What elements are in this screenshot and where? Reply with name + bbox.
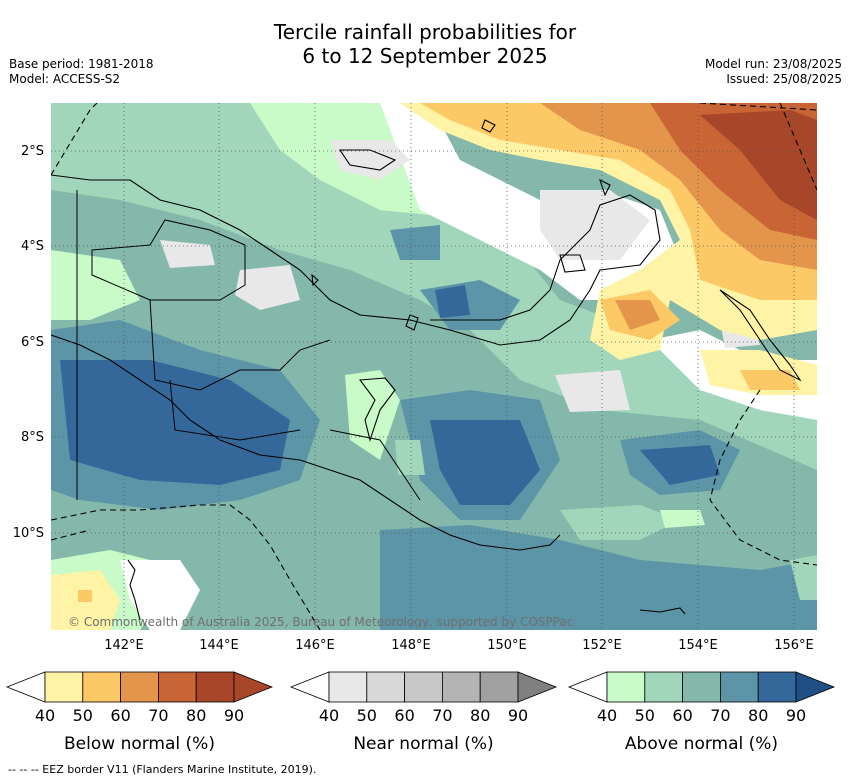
lon-label: 152°E — [582, 638, 622, 653]
colorbar-swatch — [195, 671, 235, 703]
colorbar-tick-label: 50 — [635, 706, 655, 725]
colorbar-swatch — [44, 671, 84, 703]
colorbar-tick-label: 70 — [710, 706, 730, 725]
eez-footnote: -- -- -- EEZ border V11 (Flanders Marine… — [8, 763, 317, 776]
map-title: Tercile rainfall probabilities for 6 to … — [0, 20, 850, 68]
colorbar-swatch — [82, 671, 122, 703]
colorbar-swatch — [682, 671, 721, 703]
colorbar-swatch — [328, 671, 368, 703]
colorbar-2: 40 50 60 70 80 90 Above normal (%) — [567, 671, 836, 754]
colorbar-tick-label: 90 — [224, 706, 244, 725]
colorbar-swatch — [404, 671, 443, 703]
colorbar-tick-label: 40 — [319, 706, 339, 725]
meta-left: Base period: 1981-2018 Model: ACCESS-S2 — [9, 57, 154, 87]
colorbar-low-extension — [567, 671, 608, 703]
colorbar-tick-label: 40 — [597, 706, 617, 725]
lat-label: 4°S — [21, 239, 44, 254]
lon-label: 156°E — [774, 638, 814, 653]
copyright-text: © Commonwealth of Australia 2025, Bureau… — [68, 615, 573, 629]
colorbar-low-extension — [289, 671, 330, 703]
colorbar-tick-label: 80 — [470, 706, 490, 725]
colorbar-tick-label: 50 — [357, 706, 377, 725]
colorbar-tick-label: 40 — [35, 706, 55, 725]
base-period: Base period: 1981-2018 — [9, 57, 154, 71]
colorbar-1: 40 50 60 70 80 90 Near normal (%) — [289, 671, 558, 754]
colorbar-tick-label: 60 — [394, 706, 414, 725]
latitude-labels: 2°S 4°S 6°S 8°S 10°S — [13, 144, 44, 541]
colorbar-swatch — [720, 671, 759, 703]
colorbar-low-extension — [5, 671, 46, 703]
issued-date: Issued: 25/08/2025 — [726, 72, 842, 86]
colorbar-swatch — [757, 671, 797, 703]
meta-right: Model run: 23/08/2025 Issued: 25/08/2025 — [705, 57, 842, 87]
eez-border-lines — [51, 103, 817, 630]
colorbar-swatch — [644, 671, 683, 703]
probability-field — [51, 103, 817, 630]
colorbar-title: Above normal (%) — [625, 734, 778, 754]
colorbar-high-extension — [517, 671, 558, 703]
lon-label: 150°E — [487, 638, 527, 653]
lon-label: 154°E — [678, 638, 718, 653]
colorbar-legends: 40 50 60 70 80 90 Below normal (%) 40 50 60 70 80 90… — [5, 671, 836, 754]
model-name: Model: ACCESS-S2 — [9, 72, 121, 86]
lat-label: 2°S — [21, 144, 44, 159]
colorbar-tick-label: 90 — [508, 706, 528, 725]
colorbar-swatch — [479, 671, 519, 703]
colorbar-high-extension — [233, 671, 274, 703]
lat-label: 10°S — [13, 526, 44, 541]
colorbar-swatch — [366, 671, 405, 703]
title-line-2: 6 to 12 September 2025 — [302, 44, 548, 68]
colorbar-swatch — [606, 671, 646, 703]
lon-label: 146°E — [295, 638, 335, 653]
lat-label: 8°S — [21, 430, 44, 445]
colorbar-swatch — [120, 671, 159, 703]
colorbar-swatch — [441, 671, 481, 703]
colorbar-swatch — [157, 671, 197, 703]
model-run: Model run: 23/08/2025 — [704, 57, 842, 71]
colorbar-tick-label: 50 — [73, 706, 93, 725]
lat-label: 6°S — [21, 335, 44, 350]
lon-label: 142°E — [104, 638, 144, 653]
provincial-borders — [76, 190, 421, 501]
colorbar-tick-label: 60 — [672, 706, 692, 725]
colorbar-tick-label: 70 — [148, 706, 168, 725]
title-line-1: Tercile rainfall probabilities for — [273, 20, 577, 44]
colorbar-high-extension — [795, 671, 836, 703]
colorbar-tick-label: 80 — [186, 706, 206, 725]
longitude-labels: 142°E 144°E 146°E 148°E 150°E 152°E 154°… — [104, 638, 814, 653]
colorbar-0: 40 50 60 70 80 90 Below normal (%) — [5, 671, 274, 754]
colorbar-title: Near normal (%) — [353, 734, 493, 754]
colorbar-tick-label: 80 — [748, 706, 768, 725]
coastlines — [51, 119, 802, 621]
colorbar-tick-label: 90 — [786, 706, 806, 725]
colorbar-title: Below normal (%) — [64, 734, 215, 754]
colorbar-tick-label: 70 — [432, 706, 452, 725]
colorbar-tick-label: 60 — [110, 706, 130, 725]
lon-label: 148°E — [391, 638, 431, 653]
lon-label: 144°E — [199, 638, 239, 653]
